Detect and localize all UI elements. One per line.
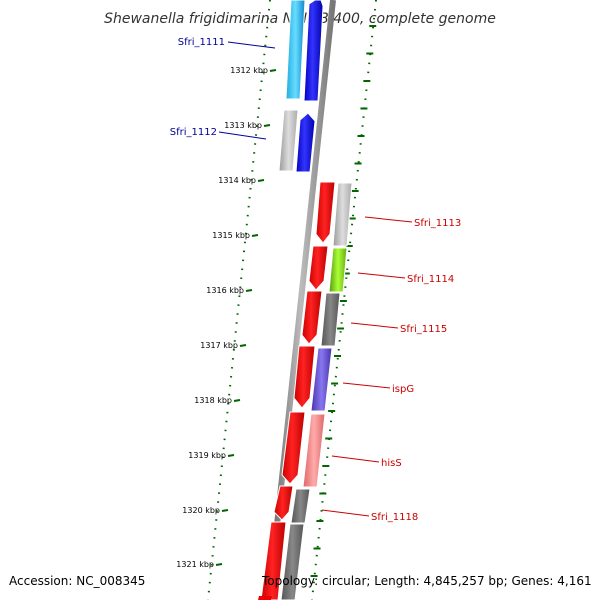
- gene-sfri-1115-part-a[interactable]: [301, 290, 323, 345]
- gene-label[interactable]: Sfri_1113: [414, 218, 461, 229]
- accession-text: Accession: NC_008345: [9, 574, 146, 588]
- scale-tick-label: 1316 kbp: [206, 286, 244, 295]
- scale-tick: [233, 399, 241, 402]
- gene-sfri-1111-part-a[interactable]: [285, 0, 306, 100]
- gene-ispg-part-b[interactable]: [310, 347, 333, 412]
- gene-hiss-part-b[interactable]: [302, 413, 326, 488]
- scale-tick: [221, 509, 229, 512]
- gene-sfri-1115-part-b[interactable]: [320, 292, 341, 347]
- gene-sfri-1113-part-b[interactable]: [332, 182, 353, 247]
- gene-leader-line: [227, 41, 276, 49]
- gene-label[interactable]: Sfri_1111: [178, 37, 225, 48]
- gene-leader-line: [364, 216, 413, 223]
- scale-tick: [245, 289, 253, 292]
- gene-label[interactable]: Sfri_1118: [371, 512, 418, 523]
- gene-labels: Sfri_1111 Sfri_1112 Sfri_1113 Sfri_1114 Sfri…: [170, 37, 461, 523]
- reverse-strand-genes: [258, 181, 353, 600]
- scale-tick: [263, 124, 271, 127]
- gene-leader-line: [321, 509, 370, 517]
- scale-tick-label: 1319 kbp: [188, 451, 226, 460]
- scale-tick-label: 1321 kbp: [176, 560, 214, 569]
- gene-leader-line: [331, 455, 380, 463]
- scale-tick-label: 1320 kbp: [182, 506, 220, 515]
- gene-sfri-1113-part-a[interactable]: [315, 181, 336, 244]
- gene-label[interactable]: Sfri_1112: [170, 127, 217, 138]
- scale-tick-label: 1314 kbp: [218, 176, 256, 185]
- scale-tick-label: 1317 kbp: [200, 341, 238, 350]
- scale-tick-label: 1315 kbp: [212, 231, 250, 240]
- gene-sfri-1118-part-a[interactable]: [273, 485, 294, 521]
- gene-hiss-part-a[interactable]: [281, 411, 306, 485]
- gene-ispg-part-a[interactable]: [293, 345, 316, 409]
- scale-tick: [239, 344, 247, 347]
- gene-leader-line: [218, 131, 267, 140]
- gene-next-part-b[interactable]: [280, 523, 305, 600]
- gene-sfri-1112-part-a[interactable]: [278, 109, 299, 172]
- scale-tick: [215, 563, 223, 566]
- gene-leader-line: [342, 382, 391, 389]
- gene-next-part-c[interactable]: [258, 596, 272, 600]
- gene-sfri-1114-part-a[interactable]: [308, 245, 329, 291]
- gene-sfri-1111-part-b[interactable]: [303, 0, 324, 102]
- gene-sfri-1112-part-b[interactable]: [295, 112, 316, 173]
- gene-label[interactable]: Sfri_1115: [400, 324, 447, 335]
- scale-tick: [251, 234, 259, 237]
- genome-summary-text: Topology: circular; Length: 4,845,257 bp…: [262, 574, 592, 588]
- gene-leader-line: [357, 272, 406, 279]
- gene-sfri-1114-part-b[interactable]: [328, 247, 348, 293]
- gene-sfri-1118-part-b[interactable]: [290, 488, 311, 524]
- gene-leader-line: [350, 322, 399, 329]
- scale-tick-label: 1318 kbp: [194, 396, 232, 405]
- gene-label[interactable]: hisS: [381, 458, 402, 469]
- scale-ticks: 1312 kbp 1313 kbp 1314 kbp 1315 kbp 1316 kbp…: [176, 25, 377, 577]
- scale-tick: [269, 69, 277, 72]
- gene-label[interactable]: Sfri_1114: [407, 274, 454, 285]
- scale-tick: [257, 179, 265, 182]
- gene-next-part-a[interactable]: [260, 521, 287, 600]
- scale-tick-label: 1313 kbp: [224, 121, 262, 130]
- scale-tick-label: 1312 kbp: [230, 66, 268, 75]
- forward-strand-genes: [278, 0, 324, 173]
- gene-label[interactable]: ispG: [392, 384, 414, 395]
- scale-tick: [227, 454, 235, 457]
